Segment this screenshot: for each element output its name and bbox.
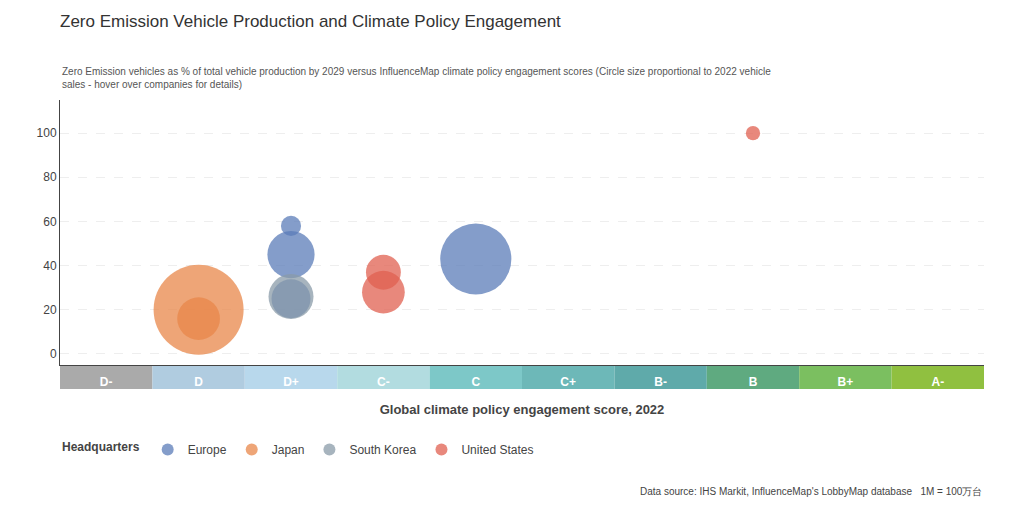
svg-text:B+: B+ xyxy=(838,375,854,389)
svg-text:C: C xyxy=(471,375,480,389)
svg-text:D-: D- xyxy=(100,375,113,389)
svg-text:Headquarters: Headquarters xyxy=(62,440,140,454)
svg-text:Zero Emission vehicles as % of: Zero Emission vehicles as % of total veh… xyxy=(62,66,771,90)
svg-text:Data source: IHS Markit, Influ: Data source: IHS Markit, InfluenceMap's … xyxy=(640,486,982,497)
svg-text:Europe: Europe xyxy=(188,443,227,457)
svg-text:United States: United States xyxy=(461,443,533,457)
svg-text:80: 80 xyxy=(43,170,57,184)
svg-text:D: D xyxy=(194,375,203,389)
svg-text:0: 0 xyxy=(50,347,57,361)
svg-text:B: B xyxy=(749,375,758,389)
svg-text:South Korea: South Korea xyxy=(349,443,416,457)
svg-text:40: 40 xyxy=(43,259,57,273)
svg-text:Japan: Japan xyxy=(272,443,305,457)
svg-text:100: 100 xyxy=(37,126,57,140)
svg-text:Global climate policy engageme: Global climate policy engagement score, … xyxy=(380,402,665,417)
svg-text:C+: C+ xyxy=(560,375,576,389)
svg-text:D+: D+ xyxy=(283,375,299,389)
svg-text:B-: B- xyxy=(654,375,667,389)
svg-text:60: 60 xyxy=(43,215,57,229)
svg-text:A-: A- xyxy=(931,375,944,389)
svg-text:Zero Emission Vehicle Producti: Zero Emission Vehicle Production and Cli… xyxy=(60,12,561,31)
svg-text:20: 20 xyxy=(43,303,57,317)
svg-text:C-: C- xyxy=(377,375,390,389)
